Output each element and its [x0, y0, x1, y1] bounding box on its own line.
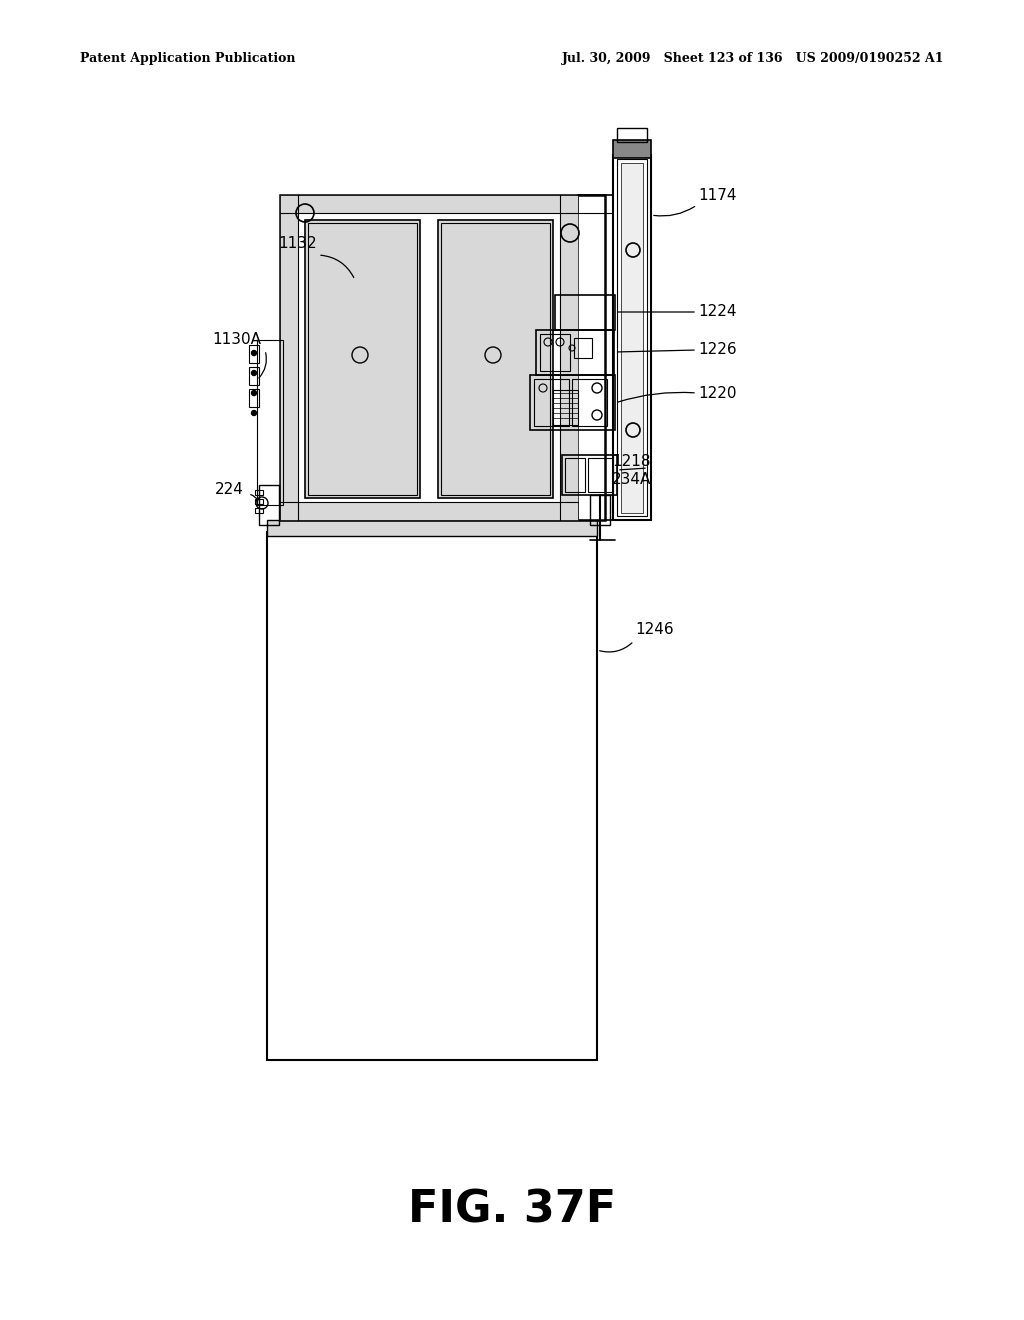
Bar — [255, 499, 263, 504]
Text: 1220: 1220 — [698, 385, 736, 400]
Text: 1218: 1218 — [612, 454, 650, 470]
Bar — [280, 195, 578, 213]
Bar — [280, 195, 605, 520]
Text: Jul. 30, 2009   Sheet 123 of 136   US 2009/0190252 A1: Jul. 30, 2009 Sheet 123 of 136 US 2009/0… — [561, 51, 944, 65]
Bar — [613, 140, 651, 158]
Text: FIG. 37F: FIG. 37F — [408, 1188, 616, 1232]
Bar — [267, 520, 597, 536]
Text: 1224: 1224 — [698, 305, 736, 319]
Bar — [280, 195, 298, 520]
Bar — [259, 484, 279, 525]
Text: 1174: 1174 — [698, 187, 736, 202]
Bar — [560, 195, 578, 520]
Bar — [617, 128, 647, 143]
Bar — [553, 389, 578, 425]
Bar — [438, 220, 553, 498]
Bar — [574, 338, 592, 358]
Text: 1130A: 1130A — [212, 333, 261, 347]
Bar — [255, 490, 263, 495]
Bar — [308, 223, 417, 495]
Bar — [562, 455, 617, 495]
Bar — [249, 367, 259, 385]
Bar — [565, 458, 585, 492]
Bar — [280, 502, 578, 520]
Text: 224: 224 — [215, 483, 244, 498]
Bar — [613, 154, 651, 520]
Bar — [257, 341, 283, 506]
Bar — [530, 375, 615, 430]
Bar — [536, 330, 614, 375]
Circle shape — [252, 371, 256, 375]
Text: 1226: 1226 — [698, 342, 736, 358]
Bar — [249, 345, 259, 363]
Circle shape — [252, 351, 256, 355]
Text: Patent Application Publication: Patent Application Publication — [80, 51, 296, 65]
Bar — [572, 379, 607, 426]
Bar — [588, 458, 613, 492]
Text: 234A: 234A — [612, 473, 651, 487]
Bar — [590, 495, 610, 525]
Bar — [621, 162, 643, 513]
Bar — [555, 294, 615, 330]
Circle shape — [252, 391, 256, 396]
Bar — [305, 220, 420, 498]
Bar — [540, 334, 570, 371]
Bar — [617, 158, 647, 516]
Text: 1132: 1132 — [278, 235, 316, 251]
Bar — [534, 379, 569, 426]
Bar — [249, 389, 259, 407]
Bar — [267, 532, 597, 1060]
Bar — [441, 223, 550, 495]
Circle shape — [252, 411, 256, 416]
Text: 1246: 1246 — [635, 623, 674, 638]
Bar — [255, 508, 263, 513]
